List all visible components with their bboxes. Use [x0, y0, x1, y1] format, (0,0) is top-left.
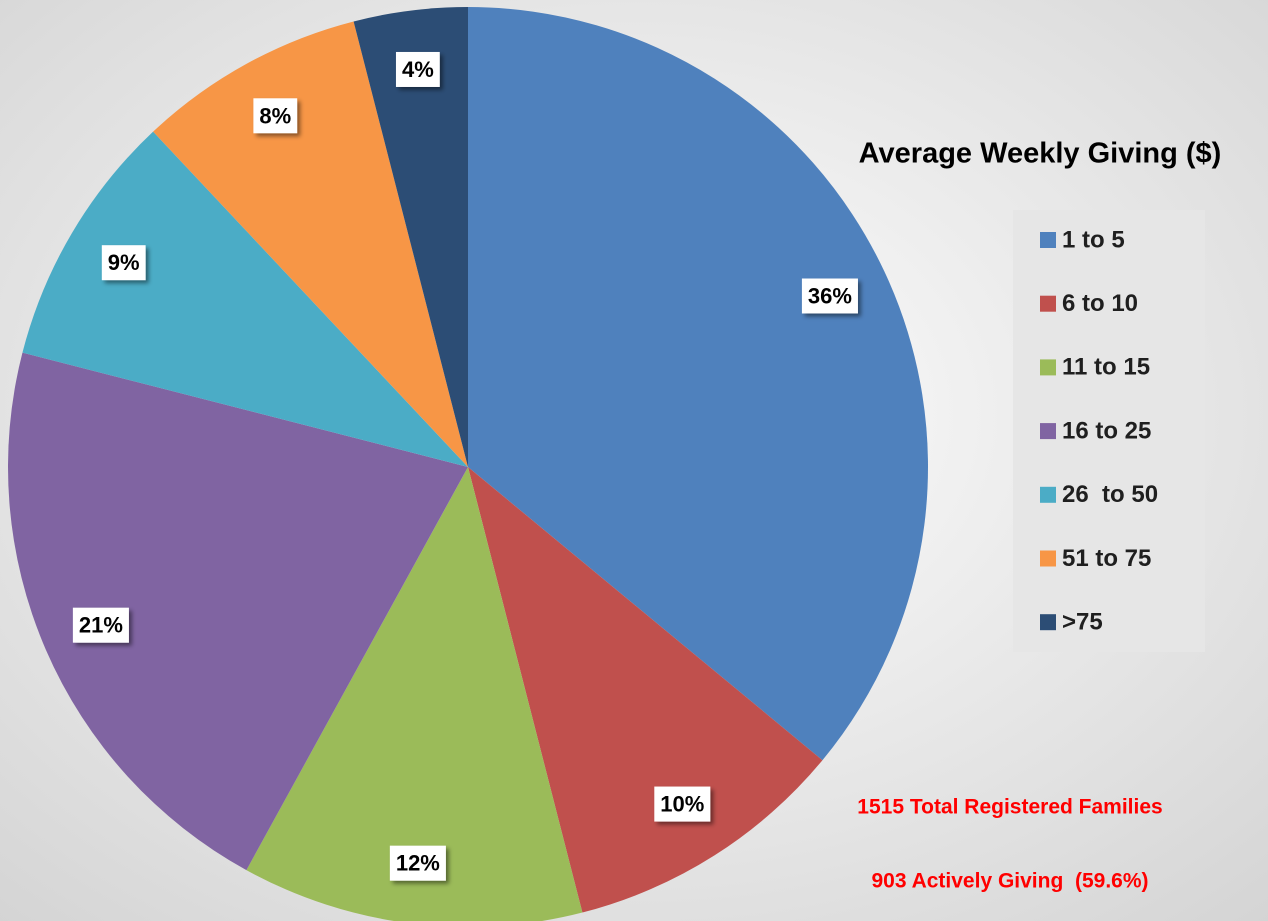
data-label: 8% — [259, 103, 291, 128]
data-label-box — [101, 245, 146, 281]
pie-slice — [246, 467, 583, 921]
data-label: 9% — [108, 250, 140, 275]
pie-slice — [153, 21, 468, 467]
legend: 1 to 5 6 to 10 11 to 15 16 to 25 26 to 50 51 … — [1040, 226, 1158, 636]
legend-swatch — [1040, 232, 1056, 248]
pie-slice — [353, 7, 468, 467]
legend-swatch — [1040, 359, 1056, 376]
legend-swatch — [1040, 486, 1056, 503]
data-label-box — [654, 786, 711, 822]
legend-label: 6 to 10 — [1062, 290, 1138, 317]
pie-slice — [468, 467, 823, 913]
data-label-box — [395, 51, 440, 87]
data-label-box — [253, 98, 298, 134]
legend-label: 11 to 15 — [1062, 354, 1150, 381]
data-labels: 36% 10% 12% 21% 9% 8% 4% — [72, 51, 858, 881]
data-label-box — [801, 278, 858, 314]
data-label: 10% — [660, 792, 704, 817]
data-label: 12% — [396, 851, 440, 876]
data-label: 21% — [79, 613, 123, 638]
legend-label: >75 — [1062, 609, 1103, 636]
pie-slice — [7, 352, 468, 871]
legend-swatch — [1040, 550, 1056, 567]
pie-slice — [468, 7, 928, 761]
legend-label: 16 to 25 — [1062, 417, 1151, 444]
data-label: 36% — [808, 284, 852, 309]
data-label-box — [72, 607, 129, 643]
data-label-box — [389, 845, 446, 881]
legend-swatch — [1040, 614, 1056, 631]
annotation: 1515 Total Registered Families — [857, 796, 1162, 819]
legend-label: 51 to 75 — [1062, 545, 1151, 572]
legend-label: 26 to 50 — [1062, 481, 1158, 508]
pie-slice — [22, 131, 468, 467]
annotation: 903 Actively Giving (59.6%) — [871, 870, 1148, 893]
legend-swatch — [1040, 423, 1056, 440]
data-label: 4% — [402, 57, 434, 82]
legend-swatch — [1040, 295, 1056, 312]
legend-title: Average Weekly Giving ($) — [859, 138, 1222, 170]
legend-label: 1 to 5 — [1062, 226, 1125, 253]
pie — [7, 7, 928, 921]
